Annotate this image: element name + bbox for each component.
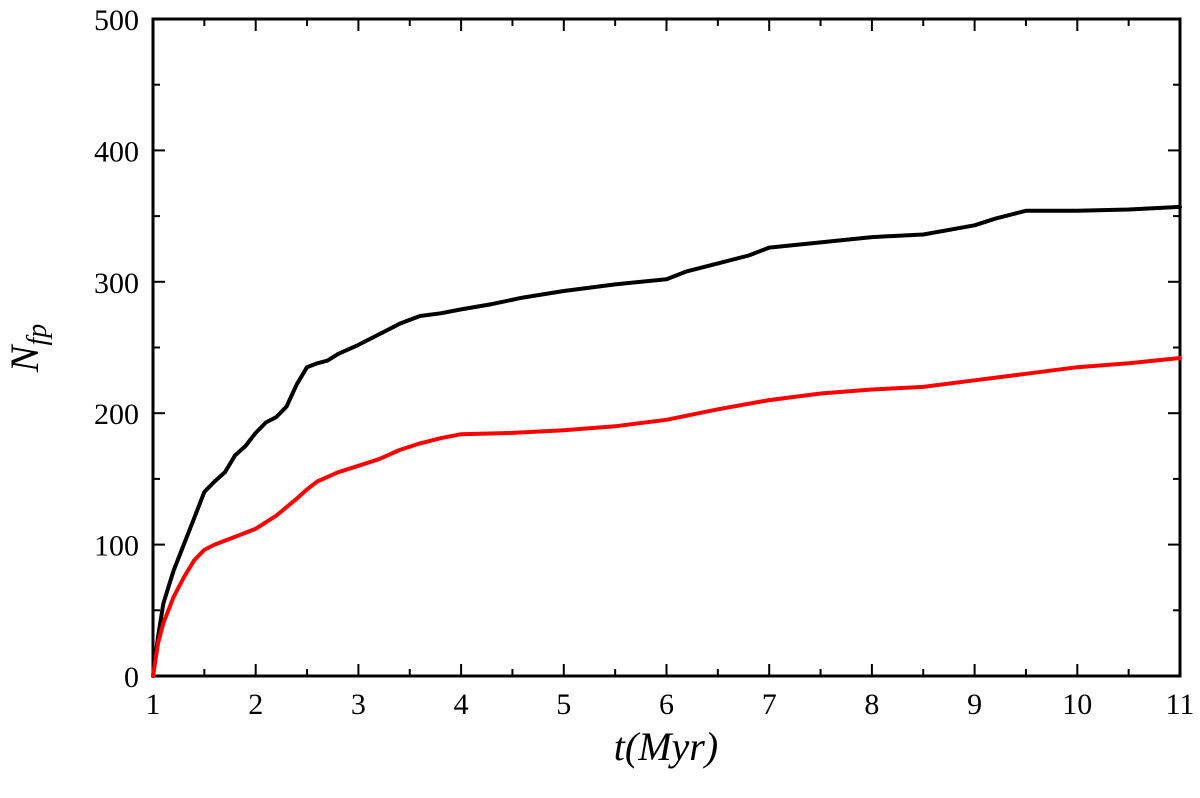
ticks <box>152 18 1181 677</box>
x-tick-label: 5 <box>556 688 571 721</box>
y-tick-label: 400 <box>94 135 139 168</box>
x-tick-label: 2 <box>248 688 263 721</box>
x-tick-label: 9 <box>967 688 982 721</box>
x-tick-label: 11 <box>1166 688 1195 721</box>
series-line-red <box>151 356 1182 678</box>
series-layer <box>151 204 1182 678</box>
y-tick-label: 0 <box>124 661 139 694</box>
x-tick-label: 10 <box>1062 688 1092 721</box>
y-tick-label: 300 <box>94 267 139 300</box>
y-axis-title-sub: fp <box>22 324 53 346</box>
x-tick-label: 3 <box>351 688 366 721</box>
x-tick-label: 7 <box>762 688 777 721</box>
tick-labels: 1 2 3 4 5 6 7 8 9 10 11 0 100 200 300 400 500 <box>94 4 1194 721</box>
series-line-black <box>151 204 1182 678</box>
x-tick-label: 8 <box>864 688 879 721</box>
x-tick-label: 6 <box>659 688 674 721</box>
y-tick-label: 100 <box>94 530 139 563</box>
y-axis-title: Nfp <box>2 324 53 373</box>
y-tick-label: 500 <box>94 4 139 37</box>
plot-frame <box>151 17 1182 678</box>
x-tick-label: 1 <box>146 688 161 721</box>
x-axis-title: t(Myr) <box>614 724 718 769</box>
y-tick-label: 200 <box>94 398 139 431</box>
x-tick-label: 4 <box>454 688 469 721</box>
y-axis-title-main: N <box>2 343 47 373</box>
